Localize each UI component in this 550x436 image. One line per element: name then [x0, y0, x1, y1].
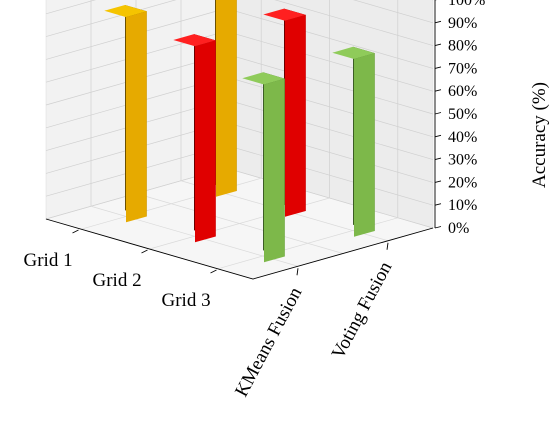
z-axis-title: Accuracy (%): [529, 82, 550, 188]
series-label: Grid 3: [162, 290, 211, 311]
z-tick-label: 40%: [448, 129, 477, 146]
z-tick: [435, 90, 441, 92]
bar-front-face: [264, 79, 285, 263]
bar-front-face: [195, 40, 216, 242]
z-tick: [435, 135, 441, 137]
z-tick-label: 30%: [448, 152, 477, 169]
series-label: Grid 2: [93, 270, 142, 291]
z-tick: [435, 204, 441, 206]
series-tick: [73, 230, 79, 233]
series-label: Grid 1: [24, 250, 73, 271]
category-tick: [387, 243, 388, 250]
category-label: Voting Fusion: [328, 258, 397, 363]
series-tick: [142, 250, 148, 253]
bar-front-face: [354, 53, 375, 237]
z-tick: [435, 67, 441, 69]
bar-front-face: [216, 0, 237, 197]
z-tick-label: 20%: [448, 174, 477, 191]
z-tick-label: 10%: [448, 197, 477, 214]
z-tick-label: 50%: [448, 106, 477, 123]
z-tick: [435, 227, 441, 229]
z-tick-label: 0%: [448, 220, 469, 237]
z-tick-label: 90%: [448, 15, 477, 32]
z-tick: [435, 158, 441, 160]
z-tick-label: 100%: [448, 0, 485, 9]
bar-front-face: [126, 11, 147, 222]
z-tick-label: 70%: [448, 60, 477, 77]
z-tick: [435, 21, 441, 23]
category-tick: [297, 268, 298, 275]
bar-front-face: [285, 15, 306, 217]
z-tick-label: 60%: [448, 83, 477, 100]
z-tick-label: 80%: [448, 38, 477, 55]
z-tick: [435, 181, 441, 183]
z-tick: [435, 113, 441, 115]
z-tick: [435, 44, 441, 46]
series-tick: [211, 270, 217, 273]
category-label: KMeans Fusion: [231, 283, 307, 400]
